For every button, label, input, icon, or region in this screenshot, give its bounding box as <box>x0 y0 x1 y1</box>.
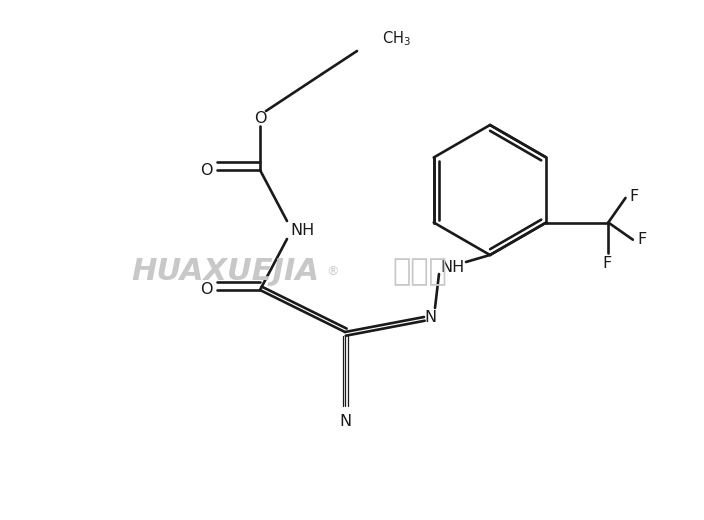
Text: O: O <box>200 282 212 297</box>
Text: N: N <box>424 309 436 324</box>
Text: F: F <box>603 256 612 271</box>
Text: NH: NH <box>290 223 314 238</box>
Text: CH$_3$: CH$_3$ <box>382 30 411 48</box>
Text: F: F <box>630 189 639 204</box>
Text: HUAXUEJIA: HUAXUEJIA <box>131 257 319 287</box>
Text: N: N <box>339 413 351 428</box>
Text: O: O <box>253 111 266 125</box>
Text: F: F <box>637 232 646 247</box>
Text: O: O <box>200 163 212 177</box>
Text: 化学加: 化学加 <box>393 257 447 287</box>
Text: NH: NH <box>440 259 464 275</box>
Text: ®: ® <box>327 266 339 279</box>
